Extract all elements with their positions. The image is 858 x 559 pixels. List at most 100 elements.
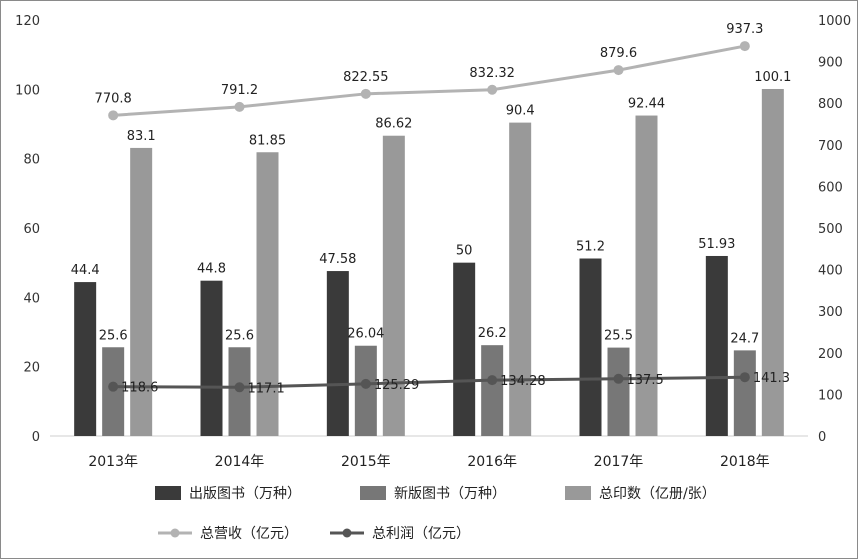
y-right-tick-label: 100 — [818, 388, 843, 403]
series-line — [113, 375, 745, 389]
bar — [326, 271, 349, 436]
bar-value-label: 44.8 — [197, 262, 226, 277]
line-value-label: 118.6 — [121, 381, 158, 396]
y-right-tick-label: 0 — [818, 430, 826, 445]
y-right-tick-label: 600 — [818, 180, 843, 195]
legend-label: 总印数（亿册/张） — [599, 486, 716, 502]
legend-swatch — [360, 486, 386, 500]
line-value-label: 791.2 — [221, 83, 258, 98]
legend: 出版图书（万种） 新版图书（万种） 总印数（亿册/张） 总营收（亿元） 总利润（亿元） — [155, 486, 716, 542]
y-left-tick-label: 80 — [23, 153, 40, 168]
legend-marker — [170, 528, 180, 538]
line-point — [613, 65, 624, 76]
bar — [382, 135, 405, 436]
legend-label: 总营收（亿元） — [200, 526, 298, 542]
bar — [705, 255, 728, 436]
lines — [108, 41, 750, 393]
bar-value-label: 81.85 — [249, 133, 286, 148]
y-left-tick-label: 0 — [32, 430, 40, 445]
bar-value-label: 26.2 — [478, 326, 507, 341]
x-tick-label: 2013年 — [88, 454, 138, 470]
y-right-tick-label: 900 — [818, 56, 843, 71]
legend-label: 新版图书（万种） — [394, 486, 506, 502]
legend-swatch — [565, 486, 591, 500]
bar-value-label: 83.1 — [127, 129, 156, 144]
bar-value-label: 92.44 — [628, 97, 665, 112]
y-right-tick-label: 500 — [818, 222, 843, 237]
bar-value-label: 86.62 — [375, 117, 412, 132]
bar — [733, 350, 756, 436]
line-value-label: 832.32 — [469, 66, 515, 81]
bar-value-label: 25.6 — [225, 328, 254, 343]
bar — [509, 122, 532, 436]
bar-value-label: 51.2 — [576, 240, 605, 255]
line-point — [108, 110, 119, 121]
line-point — [739, 41, 750, 52]
bar — [635, 115, 658, 437]
line-point — [739, 372, 750, 383]
y-right-tick-label: 300 — [818, 305, 843, 320]
bar — [453, 262, 476, 436]
line-point — [613, 373, 624, 384]
series-line — [113, 44, 746, 117]
legend-label: 出版图书（万种） — [189, 486, 301, 502]
bar — [481, 345, 504, 436]
bar-value-label: 51.93 — [698, 237, 735, 252]
line-value-label: 937.3 — [726, 22, 763, 37]
y-left-tick-label: 60 — [23, 222, 40, 237]
bars — [74, 88, 784, 437]
x-tick-label: 2014年 — [215, 454, 265, 470]
legend-marker — [342, 528, 352, 538]
legend-label: 总利润（亿元） — [372, 526, 470, 542]
x-tick-label: 2017年 — [594, 454, 644, 470]
line-value-label: 141.3 — [753, 371, 790, 386]
line-point — [360, 88, 371, 99]
line-value-label: 117.1 — [248, 381, 285, 396]
bar — [761, 88, 784, 436]
bar — [354, 345, 377, 436]
line-point — [360, 378, 371, 389]
bar-value-label: 50 — [456, 244, 473, 259]
bar — [200, 280, 223, 436]
line-point — [234, 101, 245, 112]
x-tick-label: 2018年 — [720, 454, 770, 470]
line-point — [487, 84, 498, 95]
axes: 0 20 40 60 80 100 120 0 100 200 300 400 500 600 700 800… — [15, 14, 851, 470]
line-value-label: 125.29 — [374, 378, 420, 393]
line-value-label: 137.5 — [627, 373, 664, 388]
bar-value-label: 25.5 — [604, 329, 633, 344]
bar — [74, 282, 97, 436]
line-point — [108, 381, 119, 392]
bar-value-label: 25.6 — [99, 328, 128, 343]
x-tick-label: 2016年 — [467, 454, 517, 470]
data-labels: 44.4 44.8 47.58 50 51.2 51.93 25.6 25.6 26.04 26.… — [71, 22, 792, 396]
y-right-tick-label: 1000 — [818, 14, 851, 29]
bar-value-label: 90.4 — [506, 104, 535, 119]
line-point — [487, 375, 498, 386]
bar — [130, 147, 153, 437]
line-value-label: 822.55 — [343, 70, 389, 85]
legend-swatch — [155, 486, 181, 500]
y-left-tick-label: 120 — [15, 14, 40, 29]
y-right-tick-label: 700 — [818, 139, 843, 154]
y-right-tick-label: 800 — [818, 97, 843, 112]
y-right-tick-label: 400 — [818, 264, 843, 279]
y-left-tick-label: 40 — [23, 291, 40, 306]
line-value-label: 879.6 — [600, 46, 637, 61]
bar-value-label: 24.7 — [730, 331, 759, 346]
line-value-label: 134.28 — [500, 374, 545, 389]
bar-value-label: 44.4 — [71, 263, 100, 278]
line-point — [234, 382, 245, 393]
x-tick-label: 2015年 — [341, 454, 391, 470]
bar-value-label: 47.58 — [319, 252, 356, 267]
bar-value-label: 26.04 — [347, 327, 384, 342]
line-value-label: 770.8 — [95, 91, 132, 106]
bar — [256, 152, 279, 436]
y-right-tick-label: 200 — [818, 347, 843, 362]
y-left-tick-label: 100 — [15, 83, 40, 98]
y-left-tick-label: 20 — [23, 361, 40, 376]
bar-value-label: 100.1 — [754, 70, 791, 85]
bar — [579, 258, 602, 436]
bar — [607, 347, 630, 436]
